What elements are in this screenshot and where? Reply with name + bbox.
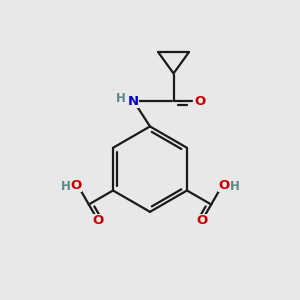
- Text: O: O: [194, 95, 206, 108]
- Text: H: H: [230, 180, 239, 193]
- Text: O: O: [92, 214, 103, 227]
- Text: O: O: [71, 179, 82, 192]
- Text: N: N: [128, 95, 140, 108]
- Text: H: H: [61, 180, 70, 193]
- Text: O: O: [218, 179, 229, 192]
- Text: H: H: [116, 92, 125, 105]
- Text: O: O: [197, 214, 208, 227]
